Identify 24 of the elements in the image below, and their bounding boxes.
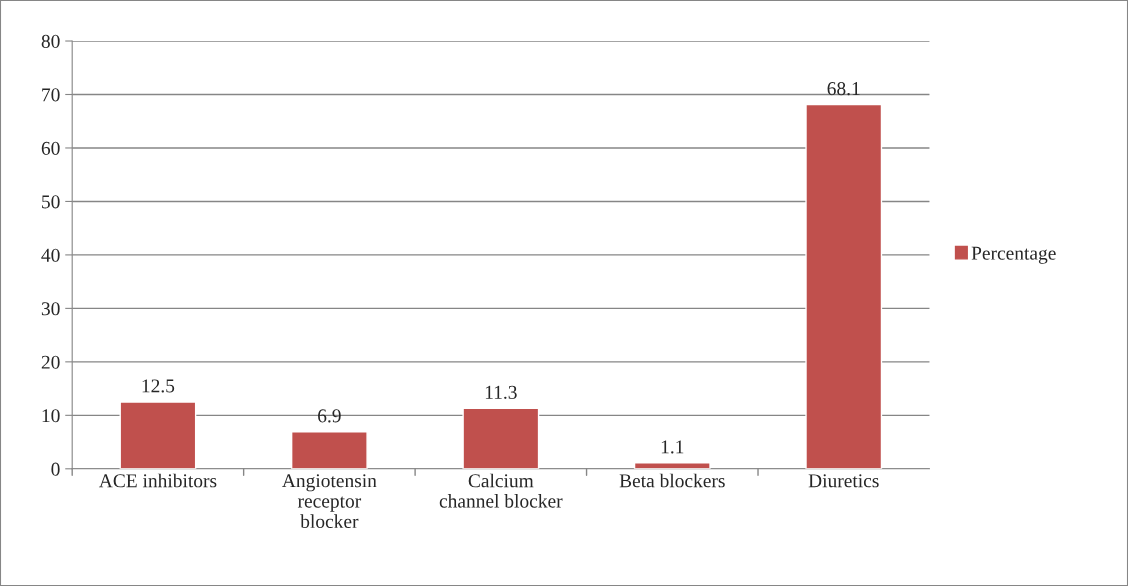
- data-label: 68.1: [827, 82, 860, 96]
- legend-label: Percentage: [971, 246, 1056, 264]
- y-tick-label: 80: [41, 34, 60, 48]
- y-tick-label: 40: [41, 248, 60, 262]
- data-label: 1.1: [661, 440, 684, 454]
- bar: [462, 407, 540, 469]
- data-label: 11.3: [485, 385, 517, 399]
- y-tick-label: 30: [41, 302, 60, 316]
- y-tick-label: 20: [41, 355, 60, 369]
- bar: [805, 103, 883, 469]
- bar: [119, 401, 197, 469]
- y-tick-label: 50: [42, 195, 60, 209]
- x-tick-label: ACE inhibitors: [98, 473, 217, 488]
- y-tick-label: 0: [51, 462, 60, 476]
- y-tick-label: 60: [41, 141, 60, 155]
- x-tick-label: Beta blockers: [619, 473, 725, 488]
- bar: [290, 431, 368, 469]
- bar: [633, 462, 711, 469]
- data-label: 12.5: [142, 379, 175, 393]
- y-tick-label: 10: [42, 409, 60, 423]
- x-tick-label: Diuretics: [808, 474, 879, 488]
- x-tick-label: Angiotensin receptor blocker: [282, 474, 377, 529]
- x-tick-label: Calcium channel blocker: [439, 473, 563, 508]
- y-tick-label: 70: [42, 88, 60, 102]
